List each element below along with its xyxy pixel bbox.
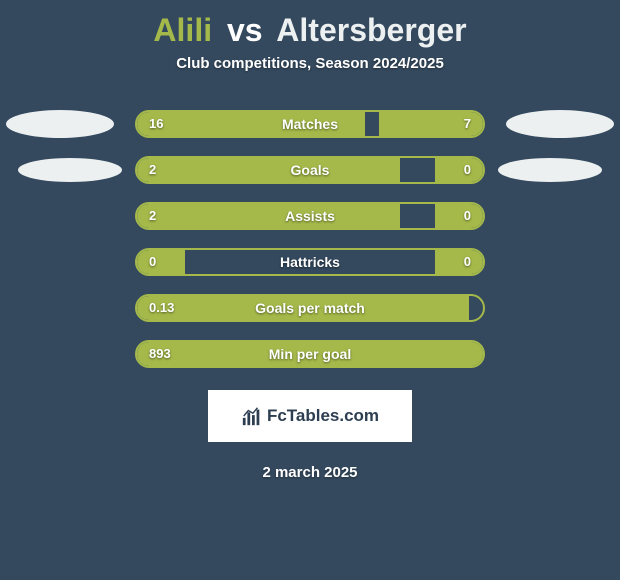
chart-icon — [241, 405, 263, 427]
stat-label: Min per goal — [137, 342, 483, 366]
page-title: Alili vs Altersberger — [153, 12, 466, 49]
date-label: 2 march 2025 — [262, 464, 357, 481]
stat-label: Goals — [137, 158, 483, 182]
title-player2: Altersberger — [276, 12, 466, 48]
stat-value-left: 0.13 — [149, 296, 174, 320]
stat-row: Goals per match0.13 — [135, 294, 485, 322]
stat-row: Hattricks0 0 — [135, 248, 485, 276]
player1-marker-2 — [18, 158, 122, 182]
title-player1: Alili — [153, 12, 212, 48]
stat-label: Matches — [137, 112, 483, 136]
stats-container: Matches167Goals20Assists20Hattricks00Goa… — [0, 110, 620, 368]
stat-value-left: 893 — [149, 342, 171, 366]
stat-value-left: 16 — [149, 112, 163, 136]
player2-avatar-placeholder — [506, 110, 614, 138]
stat-value-left: 0 — [149, 250, 156, 274]
stat-value-left: 2 — [149, 204, 156, 228]
subtitle: Club competitions, Season 2024/2025 — [176, 55, 444, 72]
stat-value-right: 0 — [464, 158, 471, 182]
player1-avatar-placeholder — [6, 110, 114, 138]
stat-label: Goals per match — [137, 296, 483, 320]
stat-row: Goals2 0 — [135, 156, 485, 184]
brand-badge[interactable]: FcTables.com — [208, 390, 412, 442]
title-vs: vs — [227, 12, 263, 48]
brand-label: FcTables.com — [267, 406, 379, 426]
stat-label: Hattricks — [137, 250, 483, 274]
stat-value-right: 7 — [464, 112, 471, 136]
player2-marker-2 — [498, 158, 602, 182]
stat-value-right: 0 — [464, 204, 471, 228]
stat-row: Assists2 0 — [135, 202, 485, 230]
stat-label: Assists — [137, 204, 483, 228]
stat-value-left: 2 — [149, 158, 156, 182]
stat-value-right: 0 — [464, 250, 471, 274]
stat-row: Matches16 7 — [135, 110, 485, 138]
stat-row: Min per goal893 — [135, 340, 485, 368]
